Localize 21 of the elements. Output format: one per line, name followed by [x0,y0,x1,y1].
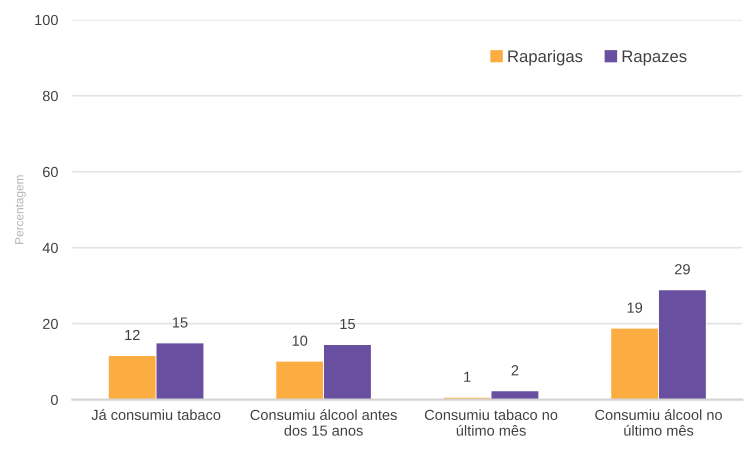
y-tick-label: 100 [35,14,58,26]
x-tick-label: Já consumiu tabaco [91,409,220,420]
legend-label: Rapazes [622,50,686,66]
data-label: 10 [292,336,308,346]
data-label: 12 [125,330,140,340]
data-label: 15 [340,318,355,330]
x-tick-label: Consumiu álcool antes dos 15 anos [250,409,397,436]
data-label: 1 [464,372,471,382]
y-tick-label: 40 [42,242,58,254]
data-label: 2 [512,365,518,376]
y-tick-label: 60 [42,166,58,178]
x-tick-label: Consumiu tabaco no último mês [424,409,558,436]
x-tick-label: Consumiu álcool no último mês [595,409,722,436]
y-tick-label: 80 [42,90,58,102]
legend-label: Raparigas [508,50,582,66]
data-label: 19 [628,302,642,313]
y-tick-label: 20 [42,318,58,330]
data-label: 29 [675,264,690,274]
y-axis-title: Percentagem [15,175,26,244]
y-tick-label: 0 [50,394,58,406]
data-label: 15 [172,317,188,328]
